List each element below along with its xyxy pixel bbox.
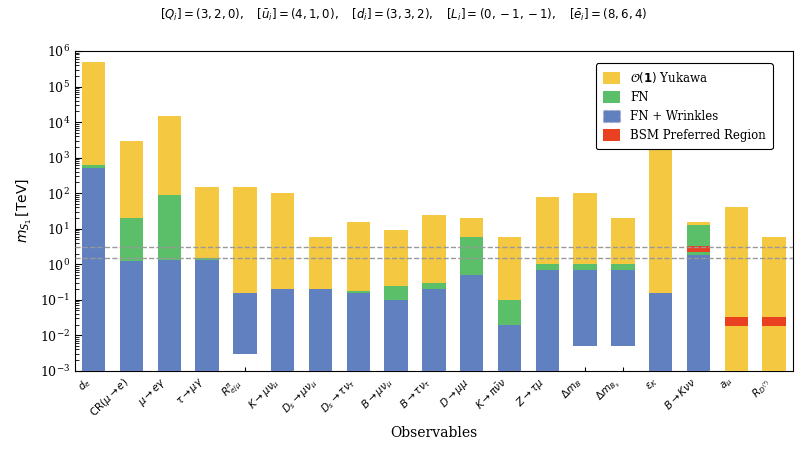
Bar (687, 246, 710, 252)
Bar (460, 275, 483, 371)
Bar (234, 187, 257, 293)
Bar (422, 283, 445, 289)
Bar (120, 141, 143, 218)
Bar (498, 300, 521, 324)
Bar (158, 260, 181, 371)
Bar (725, 317, 748, 326)
Bar (196, 258, 219, 260)
Bar (498, 324, 521, 371)
Bar (347, 291, 370, 293)
Bar (309, 289, 332, 371)
Bar (536, 270, 559, 371)
Bar (687, 222, 710, 225)
Bar (385, 230, 408, 286)
Bar (536, 197, 559, 264)
Bar (763, 237, 786, 371)
X-axis label: Observables: Observables (390, 426, 478, 440)
Bar (309, 237, 332, 289)
Y-axis label: $m_{S_1}\,[\mathrm{TeV}]$: $m_{S_1}\,[\mathrm{TeV}]$ (15, 178, 34, 243)
Bar (158, 116, 181, 195)
Bar (611, 264, 634, 270)
Bar (574, 193, 597, 264)
Bar (763, 317, 786, 326)
Bar (347, 293, 370, 371)
Bar (234, 293, 257, 354)
Bar (82, 62, 105, 166)
Bar (725, 207, 748, 371)
Bar (120, 261, 143, 371)
Bar (649, 141, 672, 293)
Bar (271, 193, 294, 289)
Bar (82, 166, 105, 168)
Text: $[Q_i] = (3,2,0),\quad [\bar{u}_i] = (4,1,0),\quad [d_i] = (3,3,2),\quad [L_i] =: $[Q_i] = (3,2,0),\quad [\bar{u}_i] = (4,… (160, 7, 648, 23)
Bar (385, 300, 408, 371)
Bar (649, 293, 672, 371)
Bar (574, 270, 597, 346)
Bar (196, 187, 219, 258)
Bar (611, 270, 634, 346)
Bar (158, 195, 181, 260)
Bar (82, 168, 105, 371)
Bar (536, 264, 559, 270)
Legend: $\mathcal{O}(\mathbf{1})$ Yukawa, FN, FN + Wrinkles, BSM Preferred Region: $\mathcal{O}(\mathbf{1})$ Yukawa, FN, FN… (595, 63, 772, 149)
Bar (271, 289, 294, 371)
Bar (385, 286, 408, 300)
Bar (574, 264, 597, 270)
Bar (422, 215, 445, 283)
Bar (687, 255, 710, 371)
Bar (611, 218, 634, 264)
Bar (460, 218, 483, 237)
Bar (120, 218, 143, 261)
Bar (422, 289, 445, 371)
Bar (347, 222, 370, 291)
Bar (460, 237, 483, 275)
Bar (196, 260, 219, 371)
Bar (687, 225, 710, 255)
Bar (498, 237, 521, 300)
